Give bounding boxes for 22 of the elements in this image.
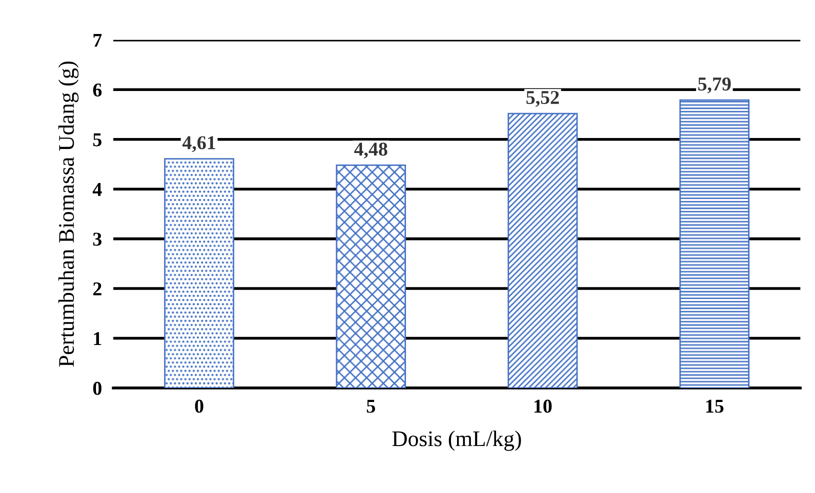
bar xyxy=(336,164,406,388)
y-tick-label: 6 xyxy=(93,84,102,97)
data-label: 4,61 xyxy=(182,136,216,152)
bar xyxy=(164,158,234,388)
y-tick-label: 2 xyxy=(93,282,102,296)
y-axis-title: Pertumbuhan Biomassa Udang (g) xyxy=(58,62,79,367)
x-tick-label: 10 xyxy=(534,400,552,413)
bar xyxy=(679,99,750,388)
x-tick-label: 0 xyxy=(195,400,204,413)
data-label: 5,52 xyxy=(526,90,559,107)
bar xyxy=(508,112,578,388)
y-tick-label: 3 xyxy=(93,232,102,246)
x-tick-label: 5 xyxy=(366,400,376,413)
data-label: 5,79 xyxy=(698,78,731,94)
x-tick-label: 15 xyxy=(706,400,724,413)
y-tick-label: 5 xyxy=(93,133,102,146)
y-tick-label: 1 xyxy=(94,332,102,346)
y-tick-label: 7 xyxy=(94,34,102,47)
x-axis-title: Dosis (mL/kg) xyxy=(392,430,521,451)
y-tick-label: 0 xyxy=(93,382,102,395)
data-label: 4,48 xyxy=(354,142,388,159)
y-tick-label: 4 xyxy=(92,183,102,196)
